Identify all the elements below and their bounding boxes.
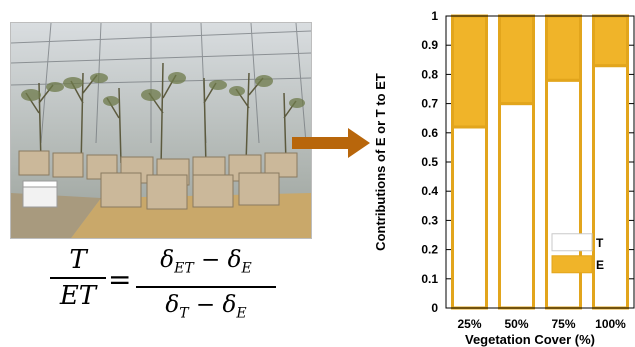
y-tick-label: 0.5 xyxy=(421,155,438,169)
y-tick-label: 0.9 xyxy=(421,38,438,52)
x-tick-label: 75% xyxy=(551,317,575,331)
stacked-bar-chart: 0 0.1 0.2 0.3 0.4 0.5 0.6 0.7 0.8 0.9 1 25% 50% 75% 1… xyxy=(370,0,635,347)
chart-legend: TE xyxy=(551,233,604,274)
delta-numerator: δET − δE xyxy=(160,247,252,277)
y-tick-label: 0.4 xyxy=(421,184,438,198)
delta-denominator: δT − δE xyxy=(165,291,247,322)
bar-t-75% xyxy=(545,78,582,310)
right-arrow-icon xyxy=(292,126,372,160)
bar-t-25% xyxy=(451,125,488,310)
y-tick-label: 0.1 xyxy=(421,272,438,286)
y-tick-label: 0.3 xyxy=(421,213,438,227)
fraction-denominator-et: ET xyxy=(59,281,97,311)
y-tick-label: 0.2 xyxy=(421,243,438,257)
delta-ratio-fraction: δET − δE δT − δE xyxy=(136,244,276,329)
bar-e-25% xyxy=(451,14,488,129)
y-tick-label: 1 xyxy=(431,9,438,23)
y-tick-label: 0.6 xyxy=(421,126,438,140)
y-tick-label: 0 xyxy=(431,301,438,315)
bar-e-50% xyxy=(498,14,535,106)
x-tick-label: 25% xyxy=(457,317,481,331)
y-tick-label: 0.7 xyxy=(421,97,438,111)
x-tick-label: 100% xyxy=(595,317,626,331)
fraction-bar xyxy=(50,277,106,279)
legend-swatch-T xyxy=(551,233,593,252)
y-tick-label: 0.8 xyxy=(421,67,438,81)
fraction-bar xyxy=(136,285,276,288)
bar-t-50% xyxy=(498,102,535,310)
t-over-et-fraction: T ET xyxy=(50,244,106,312)
greenhouse-photo xyxy=(10,22,312,239)
x-axis-title: Vegetation Cover (%) xyxy=(465,332,595,347)
equals-sign: = xyxy=(108,263,132,296)
fraction-numerator-t: T xyxy=(69,245,87,275)
legend-label-E: E xyxy=(596,258,604,272)
isotope-partition-equation: T ET = δET − δE δT − δE xyxy=(50,244,290,324)
x-tick-label: 50% xyxy=(504,317,528,331)
legend-swatch-E xyxy=(551,255,593,274)
bar-e-100% xyxy=(592,14,629,68)
y-axis-title: Contributions of E or T to ET xyxy=(373,73,388,251)
legend-label-T: T xyxy=(596,236,604,250)
bar-e-75% xyxy=(545,14,582,82)
